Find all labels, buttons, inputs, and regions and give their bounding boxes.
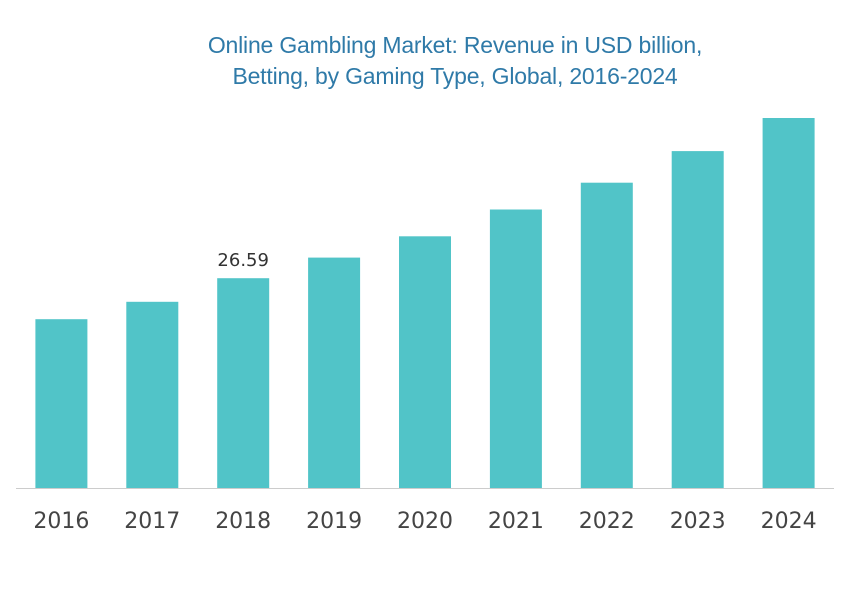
- x-tick-label-2020: 2020: [397, 509, 453, 534]
- bar-2018: [217, 278, 270, 488]
- data-labels: 26.59: [217, 250, 269, 271]
- bar-2019: [308, 257, 361, 488]
- bar-2024: [762, 118, 815, 488]
- x-tick-label-2021: 2021: [488, 509, 544, 534]
- data-label-2018: 26.59: [217, 250, 269, 271]
- chart-title: Online Gambling Market: Revenue in USD b…: [0, 30, 850, 92]
- chart-title-line-2: Betting, by Gaming Type, Global, 2016-20…: [232, 63, 678, 89]
- x-tick-label-2016: 2016: [33, 509, 89, 534]
- x-tick-label-2017: 2017: [124, 509, 180, 534]
- x-tick-label-2018: 2018: [215, 509, 271, 534]
- x-tick-labels: 2016 2017 2018 2019 2020 2021 2022 2023 2024: [33, 509, 816, 534]
- x-tick-label-2022: 2022: [579, 509, 635, 534]
- bar-2023: [671, 151, 724, 488]
- x-tick-label-2023: 2023: [670, 509, 726, 534]
- x-tick-label-2024: 2024: [761, 509, 817, 534]
- bar-2022: [580, 182, 633, 488]
- chart-title-line-1: Online Gambling Market: Revenue in USD b…: [207, 32, 703, 58]
- bar-2016: [35, 319, 88, 488]
- bar-group: [35, 118, 815, 488]
- x-tick-label-2019: 2019: [306, 509, 362, 534]
- bar-2021: [489, 209, 542, 488]
- bar-2020: [399, 236, 451, 488]
- bar-2017: [126, 301, 179, 488]
